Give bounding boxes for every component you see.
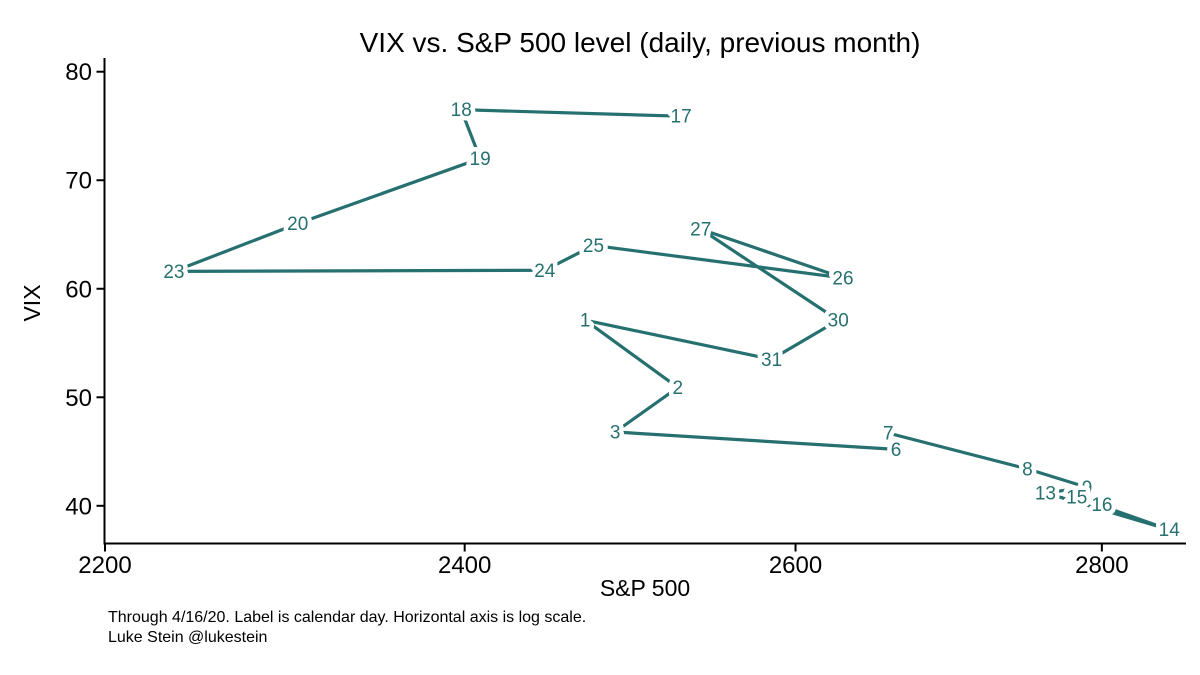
- series-group: [173, 108, 1170, 532]
- point-label-day-20: 20: [287, 214, 308, 235]
- point-label-day-7: 7: [883, 424, 894, 445]
- point-label-day-25: 25: [583, 236, 604, 257]
- y-axis-ticks: 40 50 60 70 80: [65, 59, 105, 520]
- x-tick-label-2800: 2800: [1075, 552, 1128, 579]
- point-label-day-9: 9: [1082, 478, 1093, 499]
- x-tick-label-2400: 2400: [438, 552, 491, 579]
- point-label-day-14: 14: [1159, 520, 1181, 541]
- y-tick-label-80: 80: [65, 59, 92, 86]
- y-tick-label-40: 40: [65, 493, 92, 520]
- y-tick-label-70: 70: [65, 168, 92, 195]
- point-label-day-1: 1: [580, 311, 591, 332]
- x-tick-label-2200: 2200: [78, 552, 131, 579]
- point-label-day-16: 16: [1091, 495, 1112, 516]
- point-label-day-2: 2: [673, 378, 684, 399]
- point-label-day-23: 23: [163, 262, 184, 283]
- point-label-day-24: 24: [534, 261, 556, 282]
- point-label-day-17: 17: [671, 107, 692, 128]
- y-axis-title: VIX: [19, 284, 45, 321]
- point-label-day-30: 30: [828, 311, 849, 332]
- point-label-day-26: 26: [832, 268, 853, 289]
- point-label-day-8: 8: [1022, 459, 1033, 480]
- series-line: [173, 108, 1170, 532]
- point-label-day-3: 3: [610, 423, 621, 444]
- point-label-day-27: 27: [690, 220, 711, 241]
- footnote-line-2: Luke Stein @lukestein: [108, 629, 267, 646]
- point-label-day-15: 15: [1066, 488, 1087, 509]
- point-label-day-19: 19: [470, 149, 491, 170]
- y-tick-label-50: 50: [65, 385, 92, 412]
- chart-title: VIX vs. S&P 500 level (daily, previous m…: [360, 27, 921, 58]
- footnote-line-1: Through 4/16/20. Label is calendar day. …: [108, 609, 586, 626]
- point-label-day-6: 6: [891, 440, 902, 461]
- point-label-day-18: 18: [451, 100, 472, 121]
- y-tick-label-60: 60: [65, 276, 92, 303]
- x-axis-ticks: 2200 2400 2600 2800: [78, 543, 1129, 579]
- point-label-day-31: 31: [761, 350, 782, 371]
- point-label-day-13: 13: [1035, 483, 1056, 504]
- x-tick-label-2600: 2600: [769, 552, 822, 579]
- x-axis-title: S&P 500: [600, 575, 690, 601]
